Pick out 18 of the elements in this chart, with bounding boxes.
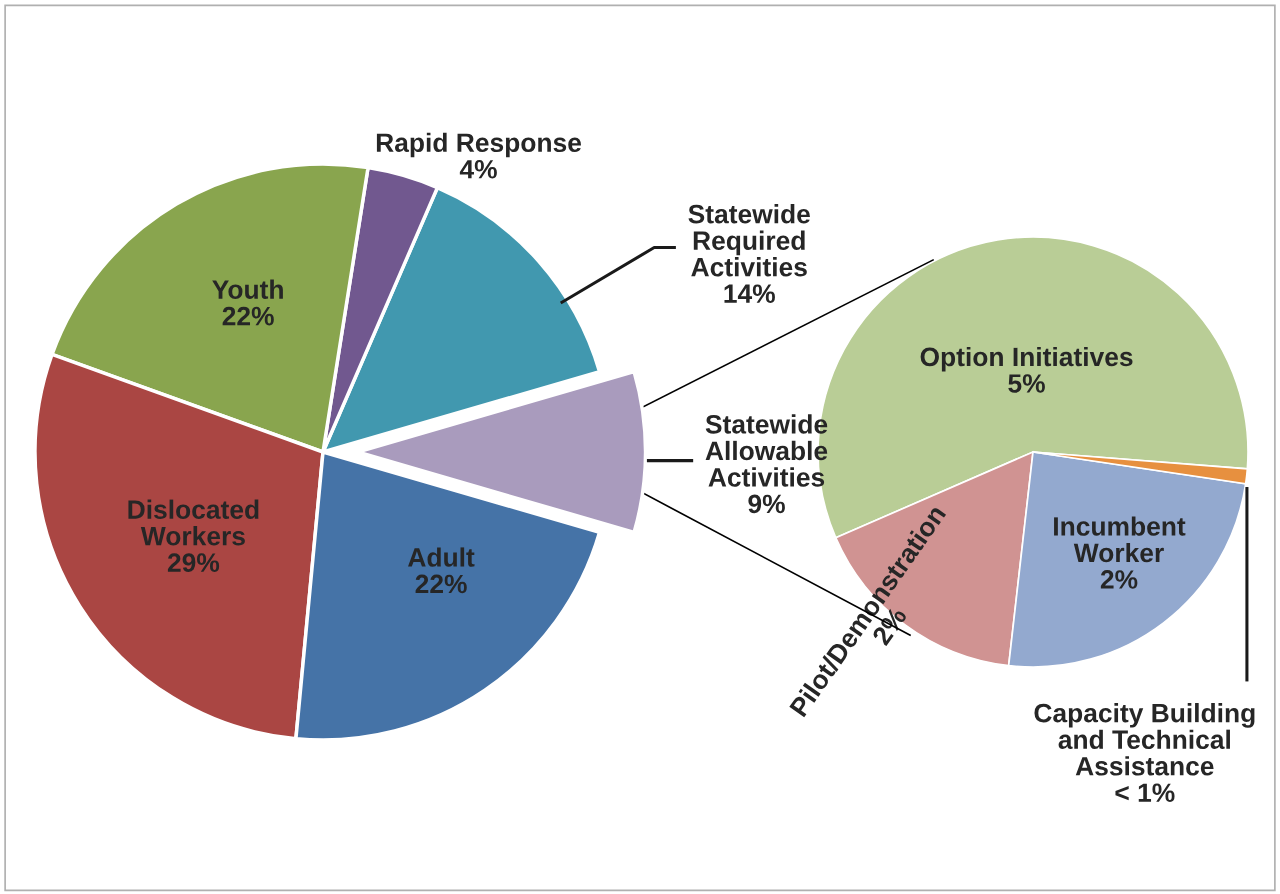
data-label: 29% [167,553,220,572]
slice-label: Dislocated Workers [128,499,259,546]
data-label: 5% [1008,374,1045,393]
data-label: 14% [724,284,775,303]
slice-label: Rapid Response [376,132,582,158]
data-label: 2% [1100,570,1138,589]
slice-label: Option Initiatives [920,346,1133,372]
data-label: 22% [415,574,467,594]
slice-label: Youth [212,279,283,299]
slice-label: Adult [408,547,475,567]
data-label: 22% [222,306,274,326]
slice-label: Capacity Building and Technical Assistance [1034,703,1255,776]
data-label: 4% [459,159,497,179]
slice-label: Statewide Allowable Activities [705,414,828,487]
data-label: < 1% [1115,783,1175,803]
slice-label: Statewide Required Activities [688,204,810,277]
data-label: 9% [748,494,785,514]
slice-label: Incumbent Worker [1054,516,1186,563]
